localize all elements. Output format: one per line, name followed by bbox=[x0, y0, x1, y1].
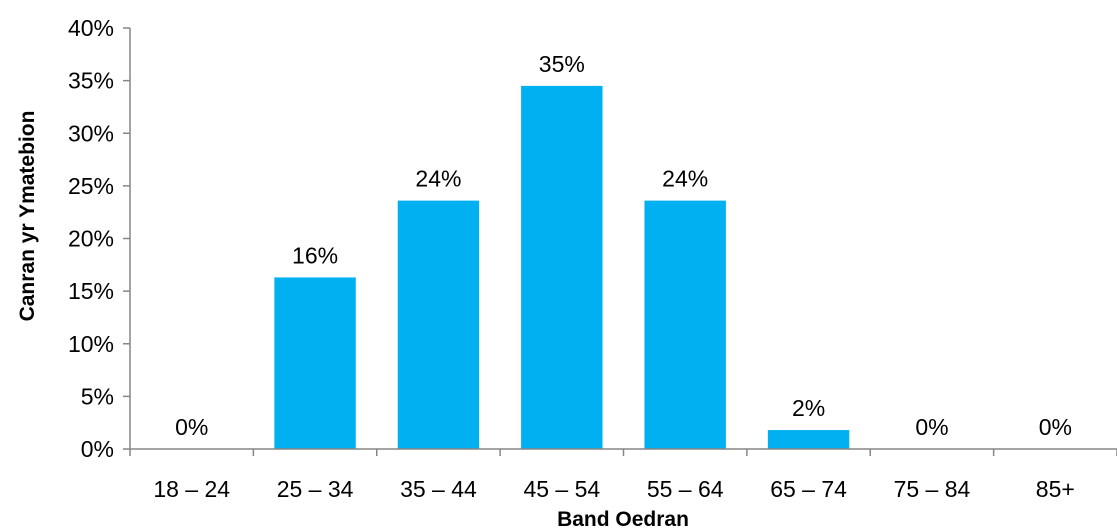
data-label: 24% bbox=[415, 166, 461, 192]
x-tick-label: 85+ bbox=[1036, 476, 1075, 502]
y-tick-label: 10% bbox=[68, 331, 114, 357]
x-tick-label: 35 – 44 bbox=[400, 476, 477, 502]
data-label: 24% bbox=[662, 166, 708, 192]
bar bbox=[767, 430, 850, 449]
data-label: 35% bbox=[539, 51, 585, 77]
y-tick-label: 0% bbox=[81, 436, 114, 462]
data-label: 0% bbox=[1039, 414, 1072, 440]
y-tick-label: 5% bbox=[81, 383, 114, 409]
y-tick-label: 35% bbox=[68, 68, 114, 94]
x-tick-label: 75 – 84 bbox=[894, 476, 971, 502]
y-tick-label: 15% bbox=[68, 278, 114, 304]
x-tick-label: 55 – 64 bbox=[647, 476, 724, 502]
y-axis-title: Canran yr Ymatebion bbox=[16, 111, 39, 322]
x-tick-label: 18 – 24 bbox=[153, 476, 230, 502]
x-axis-ticks: 18 – 24 25 – 34 35 – 44 45 – 54 55 – 64 65 – … bbox=[129, 449, 1117, 502]
data-label: 16% bbox=[292, 242, 338, 268]
data-label: 2% bbox=[792, 395, 825, 421]
bar bbox=[521, 85, 603, 449]
x-tick-label: 25 – 34 bbox=[277, 476, 354, 502]
y-tick-label: 40% bbox=[68, 15, 114, 41]
axes bbox=[129, 28, 1117, 450]
x-tick-label: 45 – 54 bbox=[523, 476, 600, 502]
y-tick-label: 30% bbox=[68, 120, 114, 146]
data-labels: 0% 16% 24% 35% 24% 2% 0% 0% bbox=[175, 51, 1072, 440]
bar bbox=[274, 277, 356, 449]
x-axis-title: Band Oedran bbox=[557, 508, 689, 528]
x-tick-label: 65 – 74 bbox=[770, 476, 847, 502]
data-label: 0% bbox=[915, 414, 948, 440]
bar bbox=[397, 200, 480, 449]
data-label: 0% bbox=[175, 414, 208, 440]
bar bbox=[644, 200, 726, 449]
y-tick-label: 20% bbox=[68, 226, 114, 252]
bars bbox=[274, 85, 850, 449]
y-tick-label: 25% bbox=[68, 173, 114, 199]
y-axis-ticks: 0% 5% 10% 15% 20% 25% 30% 35% 40% bbox=[68, 15, 130, 462]
